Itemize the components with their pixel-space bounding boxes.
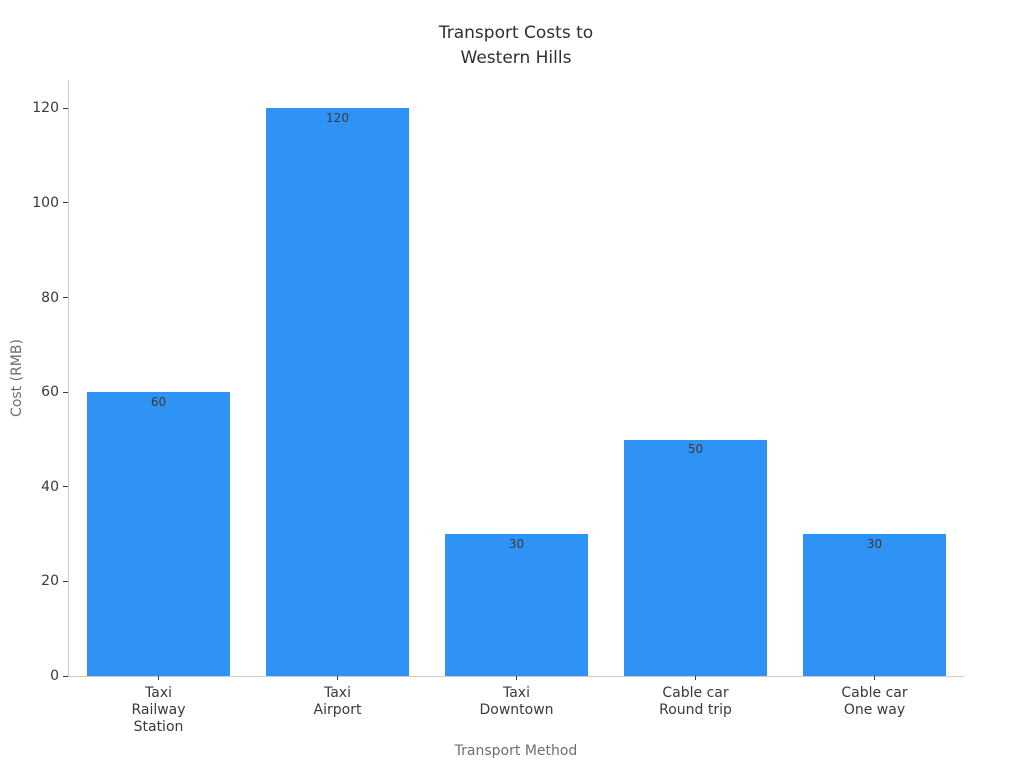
x-tick-label: Taxi Railway Station — [131, 685, 186, 735]
y-tick-mark — [63, 391, 68, 393]
bar — [444, 534, 589, 676]
chart-title: Transport Costs to Western Hills — [438, 23, 594, 68]
y-tick-label: 60 — [41, 384, 59, 401]
y-tick-mark — [63, 675, 68, 677]
y-tick-label: 0 — [50, 668, 59, 684]
bar-value-label: 50 — [687, 442, 704, 457]
x-tick-label: Taxi Airport — [313, 685, 362, 718]
x-tick-label: Cable car Round trip — [659, 685, 732, 718]
y-tick-label: 20 — [41, 573, 59, 590]
bar — [86, 392, 231, 676]
x-tick-mark — [158, 676, 159, 680]
bar — [265, 108, 410, 676]
bar — [802, 534, 947, 676]
bar-value-label: 30 — [508, 537, 525, 552]
y-tick-label: 120 — [32, 100, 59, 117]
x-tick-mark — [695, 676, 696, 680]
x-tick-mark — [337, 676, 338, 680]
y-tick-label: 80 — [41, 289, 59, 306]
bar-value-label: 60 — [150, 395, 167, 410]
y-axis-label: Cost (RMB) — [9, 339, 25, 417]
y-tick-label: 40 — [41, 478, 59, 495]
x-tick-mark — [516, 676, 517, 680]
y-tick-mark — [63, 486, 68, 488]
y-tick-mark — [63, 107, 68, 109]
y-tick-mark — [63, 297, 68, 299]
y-tick-label: 100 — [32, 194, 59, 211]
y-tick-mark — [63, 580, 68, 582]
bar — [623, 439, 768, 676]
y-tick-mark — [63, 202, 68, 204]
x-tick-mark — [874, 676, 875, 680]
plot-area: 0 20 40 60 80 100 120 60 Taxi Railway Station 120… — [32, 80, 964, 735]
x-axis-label: Transport Method — [454, 743, 578, 759]
bar-value-label: 30 — [866, 537, 883, 552]
x-tick-label: Taxi Downtown — [479, 685, 554, 718]
x-tick-label: Cable car One way — [841, 685, 908, 718]
bar-value-label: 120 — [326, 111, 349, 126]
